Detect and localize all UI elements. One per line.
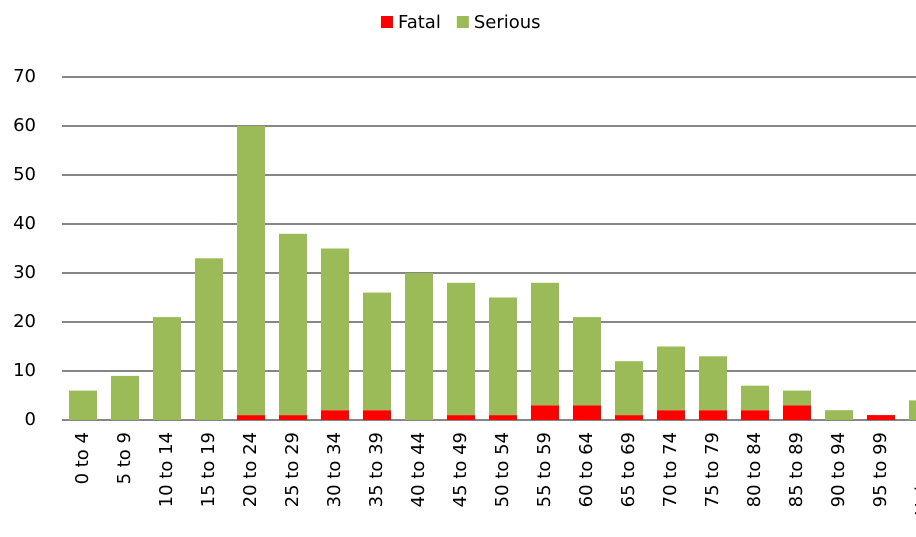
- x-tick-label: 35 to 39: [366, 432, 387, 507]
- x-tick-label: 60 to 64: [576, 432, 597, 507]
- bar-segment: [531, 405, 559, 420]
- bar-segment: [405, 273, 433, 420]
- x-tick-label: 0 to 4: [72, 432, 93, 484]
- y-tick-label: 0: [25, 409, 36, 430]
- bar-segment: [237, 415, 265, 420]
- y-tick-label: 70: [13, 66, 36, 87]
- bar-segment: [447, 282, 475, 416]
- y-tick-label: 20: [13, 311, 36, 332]
- x-tick-label: 25 to 29: [282, 432, 303, 507]
- bar-segment: [573, 317, 601, 406]
- bar-segment: [489, 415, 517, 420]
- x-tick-label: Unknown: [912, 432, 916, 516]
- x-tick-label: 10 to 14: [156, 432, 177, 507]
- bar-segment: [489, 297, 517, 416]
- y-tick-label: 10: [13, 360, 36, 381]
- bar-segment: [909, 400, 916, 420]
- x-tick-label: 70 to 74: [660, 432, 681, 507]
- y-tick-label: 50: [13, 164, 36, 185]
- bar-segment: [447, 415, 475, 420]
- bar-segment: [615, 361, 643, 416]
- legend-swatch: [456, 16, 469, 28]
- bar-segment: [573, 405, 601, 420]
- bar-segment: [783, 390, 811, 406]
- bar-segment: [363, 410, 391, 420]
- x-tick-label: 75 to 79: [702, 432, 723, 507]
- bar-segment: [153, 317, 181, 420]
- bar-segment: [111, 375, 139, 420]
- x-tick-label: 95 to 99: [870, 432, 891, 507]
- legend-label: Serious: [474, 12, 541, 33]
- bar-segment: [363, 292, 391, 411]
- bar-segment: [825, 410, 853, 420]
- bar-segment: [237, 126, 265, 416]
- x-tick-label: 15 to 19: [198, 432, 219, 507]
- bar-segment: [657, 410, 685, 420]
- y-tick-label: 40: [13, 213, 36, 234]
- y-tick-label: 60: [13, 115, 36, 136]
- bar-segment: [195, 258, 223, 420]
- x-tick-label: 50 to 54: [492, 432, 513, 507]
- bar-segment: [867, 415, 895, 420]
- bar-segment: [741, 410, 769, 420]
- x-tick-label: 5 to 9: [114, 432, 135, 484]
- bar-segment: [699, 356, 727, 411]
- bar-segment: [741, 385, 769, 411]
- bar-segment: [615, 415, 643, 420]
- x-tick-label: 90 to 94: [828, 432, 849, 507]
- x-tick-label: 65 to 69: [618, 432, 639, 507]
- y-tick-label: 30: [13, 262, 36, 283]
- legend-swatch: [381, 16, 393, 28]
- bar-segment: [279, 233, 307, 416]
- bar-segment: [783, 405, 811, 420]
- x-tick-label: 80 to 84: [744, 432, 765, 507]
- x-tick-label: 40 to 44: [408, 432, 429, 507]
- legend-label: Fatal: [398, 12, 441, 33]
- x-tick-label: 30 to 34: [324, 432, 345, 507]
- x-tick-label: 45 to 49: [450, 432, 471, 507]
- bar-segment: [699, 410, 727, 420]
- x-tick-label: 85 to 89: [786, 432, 807, 507]
- bar-segment: [531, 282, 559, 406]
- x-tick-label: 55 to 59: [534, 432, 555, 507]
- bar-segment: [321, 410, 349, 420]
- bar-segment: [69, 390, 97, 420]
- bar-segment: [657, 346, 685, 411]
- bar-segment: [279, 415, 307, 420]
- bar-segment: [321, 248, 349, 411]
- x-tick-label: 20 to 24: [240, 432, 261, 507]
